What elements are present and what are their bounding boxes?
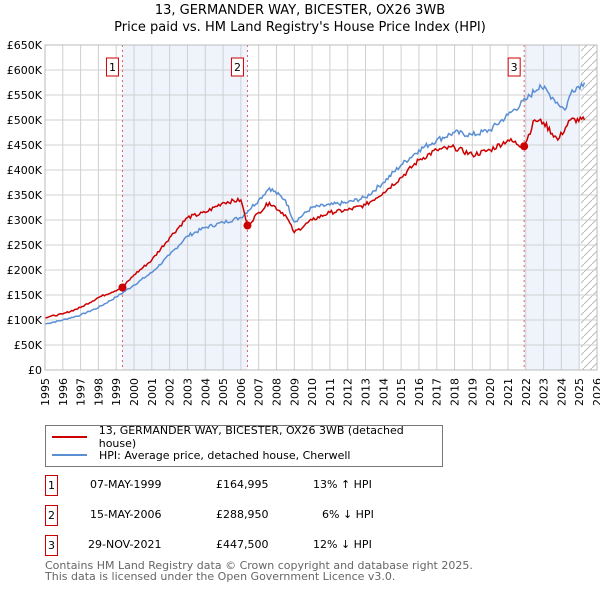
- x-tick-label: 2017: [431, 378, 444, 406]
- sale-date: 29-NOV-2021: [88, 538, 162, 551]
- x-tick-label: 1996: [57, 378, 70, 406]
- footer-line: Contains HM Land Registry data © Crown c…: [45, 559, 473, 572]
- footer: Contains HM Land Registry data © Crown c…: [45, 560, 473, 582]
- x-tick-label: 2023: [538, 378, 551, 406]
- y-tick-label: £650K: [7, 39, 43, 52]
- sale-date: 15-MAY-2006: [90, 508, 162, 521]
- sale-badge-label: 3: [511, 61, 518, 74]
- legend-label: HPI: Average price, detached house, Cher…: [99, 448, 351, 462]
- x-tick-label: 2006: [235, 378, 248, 406]
- sale-badge: [230, 57, 244, 77]
- sale-hpi-diff: 13% ↑ HPI: [313, 478, 372, 491]
- y-tick-label: £200K: [7, 264, 43, 277]
- sale-price: £164,995: [216, 478, 269, 491]
- sale-point: [243, 221, 252, 230]
- y-tick-label: £250K: [7, 239, 43, 252]
- y-tick-label: £300K: [7, 214, 43, 227]
- sale-marker-badge: 1: [45, 475, 58, 496]
- x-tick-label: 2021: [502, 378, 515, 406]
- legend-label: 13, GERMANDER WAY, BICESTER, OX26 3WB (d…: [98, 424, 404, 450]
- x-tick-label: 2014: [377, 378, 390, 406]
- sale-badge-label: 2: [234, 61, 241, 74]
- x-tick-label: 2000: [128, 378, 141, 406]
- x-tick-label: 2016: [413, 378, 426, 406]
- sale-badge: [507, 57, 521, 77]
- sale-marker-badge: 2: [45, 505, 58, 526]
- x-tick-label: 1997: [75, 378, 88, 406]
- sale-price: £288,950: [216, 508, 269, 521]
- x-tick-label: 2007: [253, 378, 266, 406]
- sale-badge: [105, 57, 119, 77]
- plot-area: 1995 1996 1997 1998 1999 2000 2001 2002 2003 2004…: [7, 39, 600, 406]
- sale-marker-badge: 3: [45, 535, 58, 556]
- x-tick-label: 2024: [555, 378, 568, 406]
- x-tick-label: 2008: [270, 378, 283, 406]
- x-tick-label: 2025: [573, 378, 586, 406]
- sale-badge-label: 1: [109, 61, 116, 74]
- legend: 13, GERMANDER WAY, BICESTER, OX26 3WB (d…: [45, 424, 443, 467]
- y-tick-label: £0: [28, 364, 42, 377]
- x-tick-label: 2013: [360, 378, 373, 406]
- legend-swatch-red: [52, 436, 87, 438]
- sale-price: £447,500: [216, 538, 269, 551]
- x-tick-label: 2003: [181, 378, 194, 406]
- sale-date: 07-MAY-1999: [90, 478, 162, 491]
- y-tick-label: £550K: [7, 89, 43, 102]
- x-tick-label: 2002: [164, 378, 177, 406]
- x-tick-label: 1998: [92, 378, 105, 406]
- y-tick-label: £400K: [7, 164, 43, 177]
- x-tick-label: 2022: [520, 378, 533, 406]
- x-tick-label: 2026: [591, 378, 600, 406]
- sale-point: [520, 142, 529, 151]
- y-tick-label: £500K: [7, 114, 43, 127]
- legend-swatch-blue: [52, 454, 87, 456]
- x-tick-label: 2015: [395, 378, 408, 406]
- x-tick-label: 2018: [449, 378, 462, 406]
- y-tick-label: £150K: [7, 289, 43, 302]
- x-tick-label: 2001: [146, 378, 159, 406]
- x-tick-label: 2004: [199, 378, 212, 406]
- sale-hpi-diff: 12% ↓ HPI: [313, 538, 372, 551]
- y-tick-label: £450K: [7, 139, 43, 152]
- y-tick-label: £100K: [7, 314, 43, 327]
- y-tick-label: £600K: [7, 64, 43, 77]
- plot-border: [44, 44, 598, 371]
- x-tick-label: 1999: [110, 378, 123, 406]
- y-tick-label: £50K: [14, 339, 43, 352]
- x-tick-label: 2010: [306, 378, 319, 406]
- x-tick-label: 2005: [217, 378, 230, 406]
- forecast-hatch: [580, 45, 597, 370]
- x-tick-label: 2019: [466, 378, 479, 406]
- chart-subtitle: Price paid vs. HM Land Registry's House …: [114, 20, 486, 35]
- series-line: [44, 115, 586, 319]
- x-tick-label: 2012: [342, 378, 355, 406]
- chart-title: 13, GERMANDER WAY, BICESTER, OX26 3WB: [154, 3, 446, 18]
- sale-period-shade: [122, 45, 248, 370]
- x-tick-label: 2011: [324, 378, 337, 406]
- y-tick-label: £350K: [7, 189, 43, 202]
- x-tick-label: 2020: [484, 378, 497, 406]
- x-tick-label: 2009: [288, 378, 301, 406]
- sale-hpi-diff: 6% ↓ HPI: [322, 508, 374, 521]
- legend-item-property: 13, GERMANDER WAY, BICESTER, OX26 3WB (d…: [52, 424, 442, 450]
- sale-point: [118, 283, 127, 292]
- legend-item-hpi: HPI: Average price, detached house, Cher…: [52, 447, 350, 463]
- x-tick-label: 1995: [39, 378, 52, 406]
- series-line: [44, 81, 586, 325]
- footer-line: This data is licensed under the Open Gov…: [45, 570, 396, 583]
